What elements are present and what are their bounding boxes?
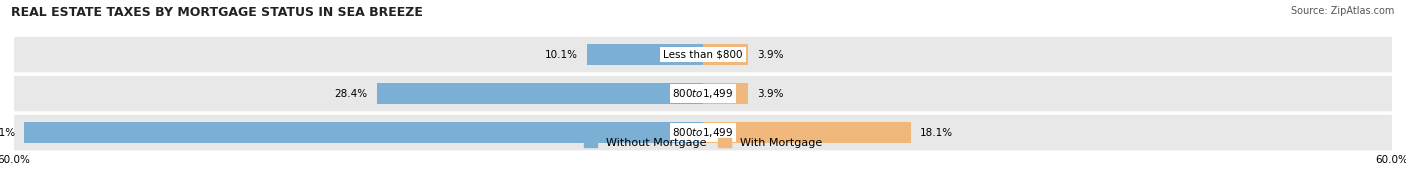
Text: Less than $800: Less than $800	[664, 50, 742, 60]
Bar	[588, 44, 703, 65]
Text: 18.1%: 18.1%	[920, 128, 953, 138]
Text: 28.4%: 28.4%	[335, 89, 368, 99]
Text: Source: ZipAtlas.com: Source: ZipAtlas.com	[1291, 6, 1395, 16]
Text: $800 to $1,499: $800 to $1,499	[672, 126, 734, 139]
Text: 59.1%: 59.1%	[0, 128, 15, 138]
Bar	[377, 83, 703, 104]
Text: $800 to $1,499: $800 to $1,499	[672, 87, 734, 100]
Text: 3.9%: 3.9%	[756, 50, 783, 60]
Bar	[703, 83, 748, 104]
Legend: Without Mortgage, With Mortgage: Without Mortgage, With Mortgage	[579, 133, 827, 152]
Bar	[703, 44, 748, 65]
Text: 10.1%: 10.1%	[546, 50, 578, 60]
Bar	[703, 122, 911, 143]
Text: 3.9%: 3.9%	[756, 89, 783, 99]
FancyBboxPatch shape	[14, 37, 1392, 72]
FancyBboxPatch shape	[14, 115, 1392, 150]
Text: REAL ESTATE TAXES BY MORTGAGE STATUS IN SEA BREEZE: REAL ESTATE TAXES BY MORTGAGE STATUS IN …	[11, 6, 423, 19]
Bar	[24, 122, 703, 143]
FancyBboxPatch shape	[14, 76, 1392, 111]
